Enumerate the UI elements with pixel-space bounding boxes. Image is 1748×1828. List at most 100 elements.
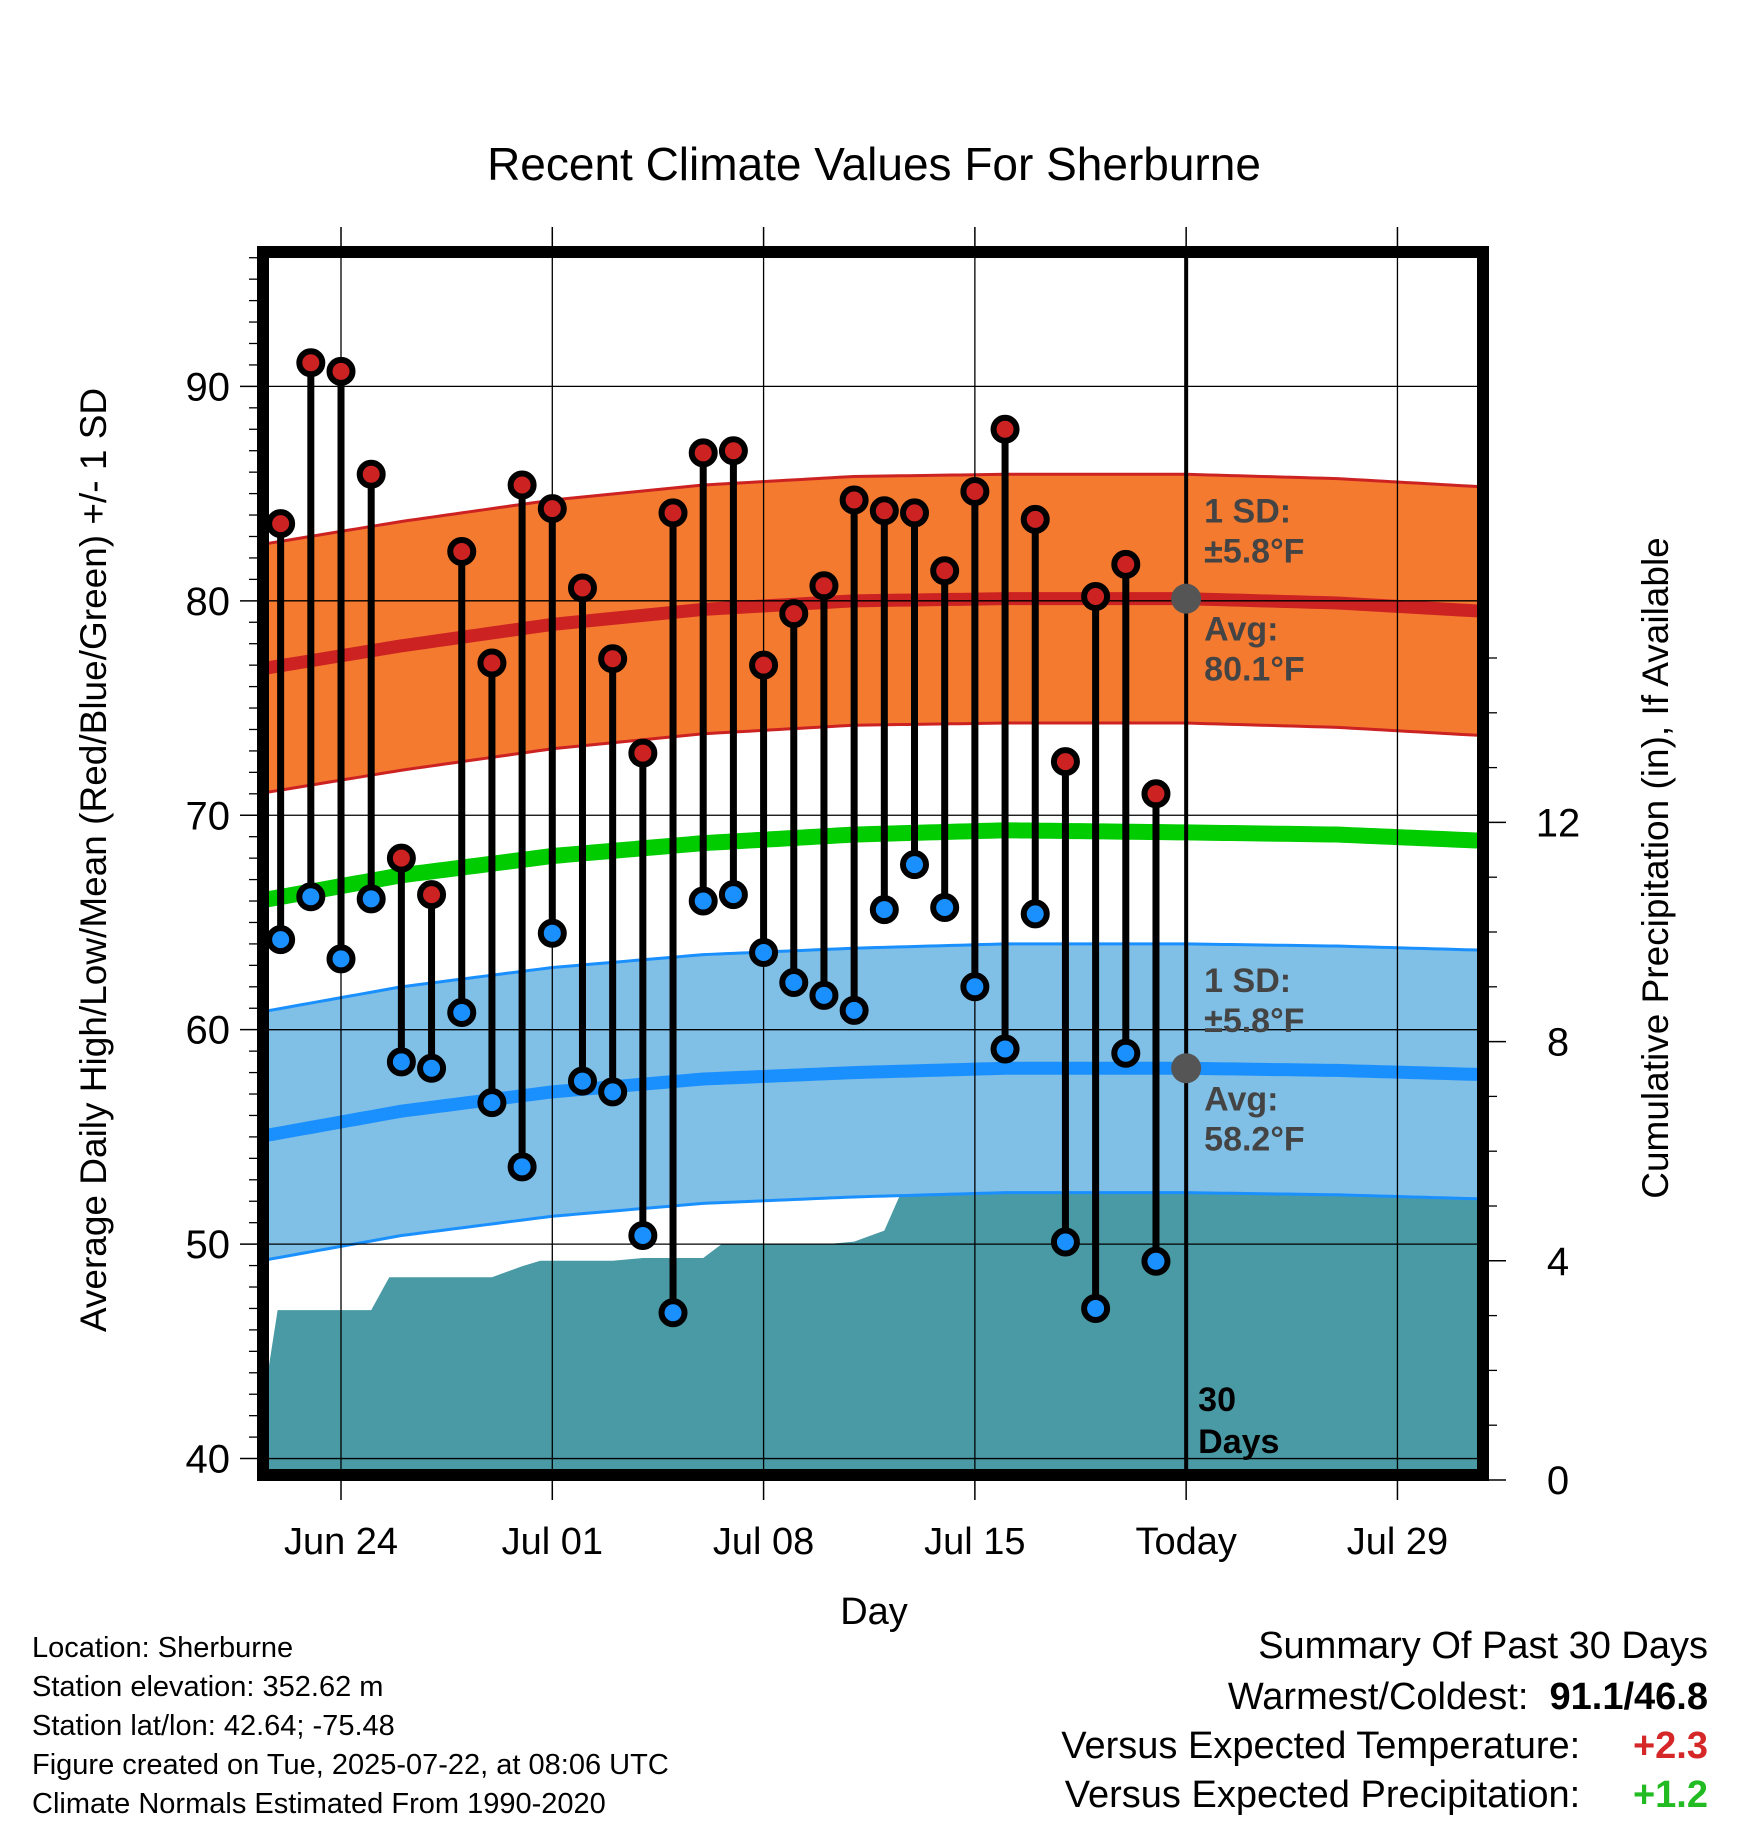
high-avg-marker <box>1171 583 1202 614</box>
daily-high-point <box>1020 504 1050 534</box>
high-sd-value: ±5.8°F <box>1204 532 1304 570</box>
daily-high-point <box>1141 779 1171 809</box>
daily-low-point <box>718 880 748 910</box>
daily-low-point <box>990 1034 1020 1064</box>
daily-low-point <box>567 1066 597 1096</box>
y-tick-label: 70 <box>186 794 231 838</box>
daily-low-point <box>779 968 809 998</box>
daily-low-point <box>296 882 326 912</box>
daily-high-point <box>1081 582 1111 612</box>
x-axis-label: Day <box>840 1591 908 1633</box>
daily-high-point <box>930 556 960 586</box>
days-label-text: Days <box>1198 1423 1279 1461</box>
daily-high-point <box>869 496 899 526</box>
daily-low-point <box>658 1298 688 1328</box>
y-tick-label: 80 <box>186 580 231 624</box>
daily-low-point <box>869 895 899 925</box>
y-tick-label: 40 <box>186 1438 231 1482</box>
summary-temp-label: Versus Expected Temperature: <box>1061 1725 1581 1767</box>
daily-high-point <box>269 509 296 539</box>
y-tick-label: 60 <box>186 1009 231 1053</box>
daily-low-point <box>417 1053 447 1083</box>
info-normals: Climate Normals Estimated From 1990-2020 <box>32 1788 606 1820</box>
daily-high-point <box>658 498 688 528</box>
daily-high-point <box>779 599 809 629</box>
daily-low-point <box>749 937 779 967</box>
daily-low-point <box>1081 1293 1111 1323</box>
daily-low-point <box>809 980 839 1010</box>
daily-low-point <box>960 972 990 1002</box>
daily-low-point <box>477 1088 507 1118</box>
summary-title: Summary Of Past 30 Days <box>1258 1625 1708 1667</box>
x-tick-label: Jun 24 <box>284 1521 398 1563</box>
y2-tick-label: 12 <box>1536 801 1581 845</box>
daily-low-point <box>900 850 930 880</box>
daily-high-point <box>1050 747 1080 777</box>
daily-low-point <box>507 1152 537 1182</box>
daily-high-point <box>839 485 869 515</box>
summary-precip-label: Versus Expected Precipitation: <box>1064 1774 1581 1816</box>
y2-tick-label: 0 <box>1547 1459 1569 1503</box>
daily-high-point <box>718 436 748 466</box>
daily-low-point <box>1050 1227 1080 1257</box>
daily-high-point <box>567 573 597 603</box>
summary-warm-cold: Warmest/Coldest: 91.1/46.8 <box>1228 1678 1708 1716</box>
daily-low-point <box>930 892 960 922</box>
daily-high-point <box>749 650 779 680</box>
low-sd-band <box>269 943 1477 1260</box>
summary-temp-value: +2.3 <box>1632 1725 1708 1767</box>
daily-high-point <box>296 348 326 378</box>
y2-tick-label: 4 <box>1547 1240 1569 1284</box>
info-created: Figure created on Tue, 2025-07-22, at 08… <box>32 1749 669 1781</box>
low-avg-marker <box>1171 1053 1202 1084</box>
daily-low-point <box>628 1221 658 1251</box>
x-tick-label: Jul 15 <box>924 1521 1025 1563</box>
daily-high-point <box>900 498 930 528</box>
daily-high-point <box>326 356 356 386</box>
daily-high-point <box>417 880 447 910</box>
daily-low-point <box>1111 1038 1141 1068</box>
y-tick-label: 50 <box>186 1223 231 1267</box>
daily-high-point <box>990 414 1020 444</box>
daily-low-point <box>688 886 718 916</box>
daily-low-point <box>356 884 386 914</box>
high-sd-band-upper-edge <box>269 472 1477 545</box>
daily-low-point <box>537 918 567 948</box>
daily-high-point <box>356 459 386 489</box>
daily-low-point <box>269 925 296 955</box>
daily-low-point <box>326 944 356 974</box>
summary-precip-value: +1.2 <box>1632 1774 1708 1816</box>
daily-high-point <box>537 494 567 524</box>
low-avg-label: Avg: <box>1204 1080 1278 1118</box>
x-tick-label: Jul 08 <box>713 1521 814 1563</box>
daily-high-point <box>688 438 718 468</box>
precip-area <box>269 1181 1477 1471</box>
high-sd-band <box>269 474 1477 792</box>
daily-high-point <box>598 644 628 674</box>
y-axis-label-left: Average Daily High/Low/Mean (Red/Blue/Gr… <box>73 388 114 1332</box>
summary-warm-cold-label: Warmest/Coldest: <box>1227 1676 1529 1718</box>
days-label-number: 30 <box>1198 1381 1236 1419</box>
low-sd-label: 1 SD: <box>1204 962 1291 1000</box>
daily-high-point <box>809 571 839 601</box>
daily-low-point <box>1141 1246 1171 1276</box>
high-sd-label: 1 SD: <box>1204 492 1291 530</box>
summary-warm-cold-value: 91.1/46.8 <box>1549 1676 1708 1718</box>
daily-low-point <box>839 995 869 1025</box>
y-tick-label: 90 <box>186 365 231 409</box>
low-normal-line <box>269 1061 1477 1142</box>
x-tick-label: Today <box>1135 1521 1236 1563</box>
x-tick-label: Jul 01 <box>502 1521 603 1563</box>
low-sd-value: ±5.8°F <box>1204 1002 1304 1040</box>
info-location: Location: Sherburne <box>32 1632 294 1664</box>
daily-high-point <box>1111 549 1141 579</box>
y-axis-label-right: Cumulative Precipitation (in), If Availa… <box>1635 537 1676 1199</box>
daily-high-point <box>960 476 990 506</box>
chart-title: Recent Climate Values For Sherburne <box>487 138 1261 190</box>
high-avg-value: 80.1°F <box>1204 651 1305 689</box>
info-latlon: Station lat/lon: 42.64; -75.48 <box>32 1710 395 1742</box>
y2-tick-label: 8 <box>1547 1021 1569 1065</box>
info-elevation: Station elevation: 352.62 m <box>32 1671 384 1703</box>
